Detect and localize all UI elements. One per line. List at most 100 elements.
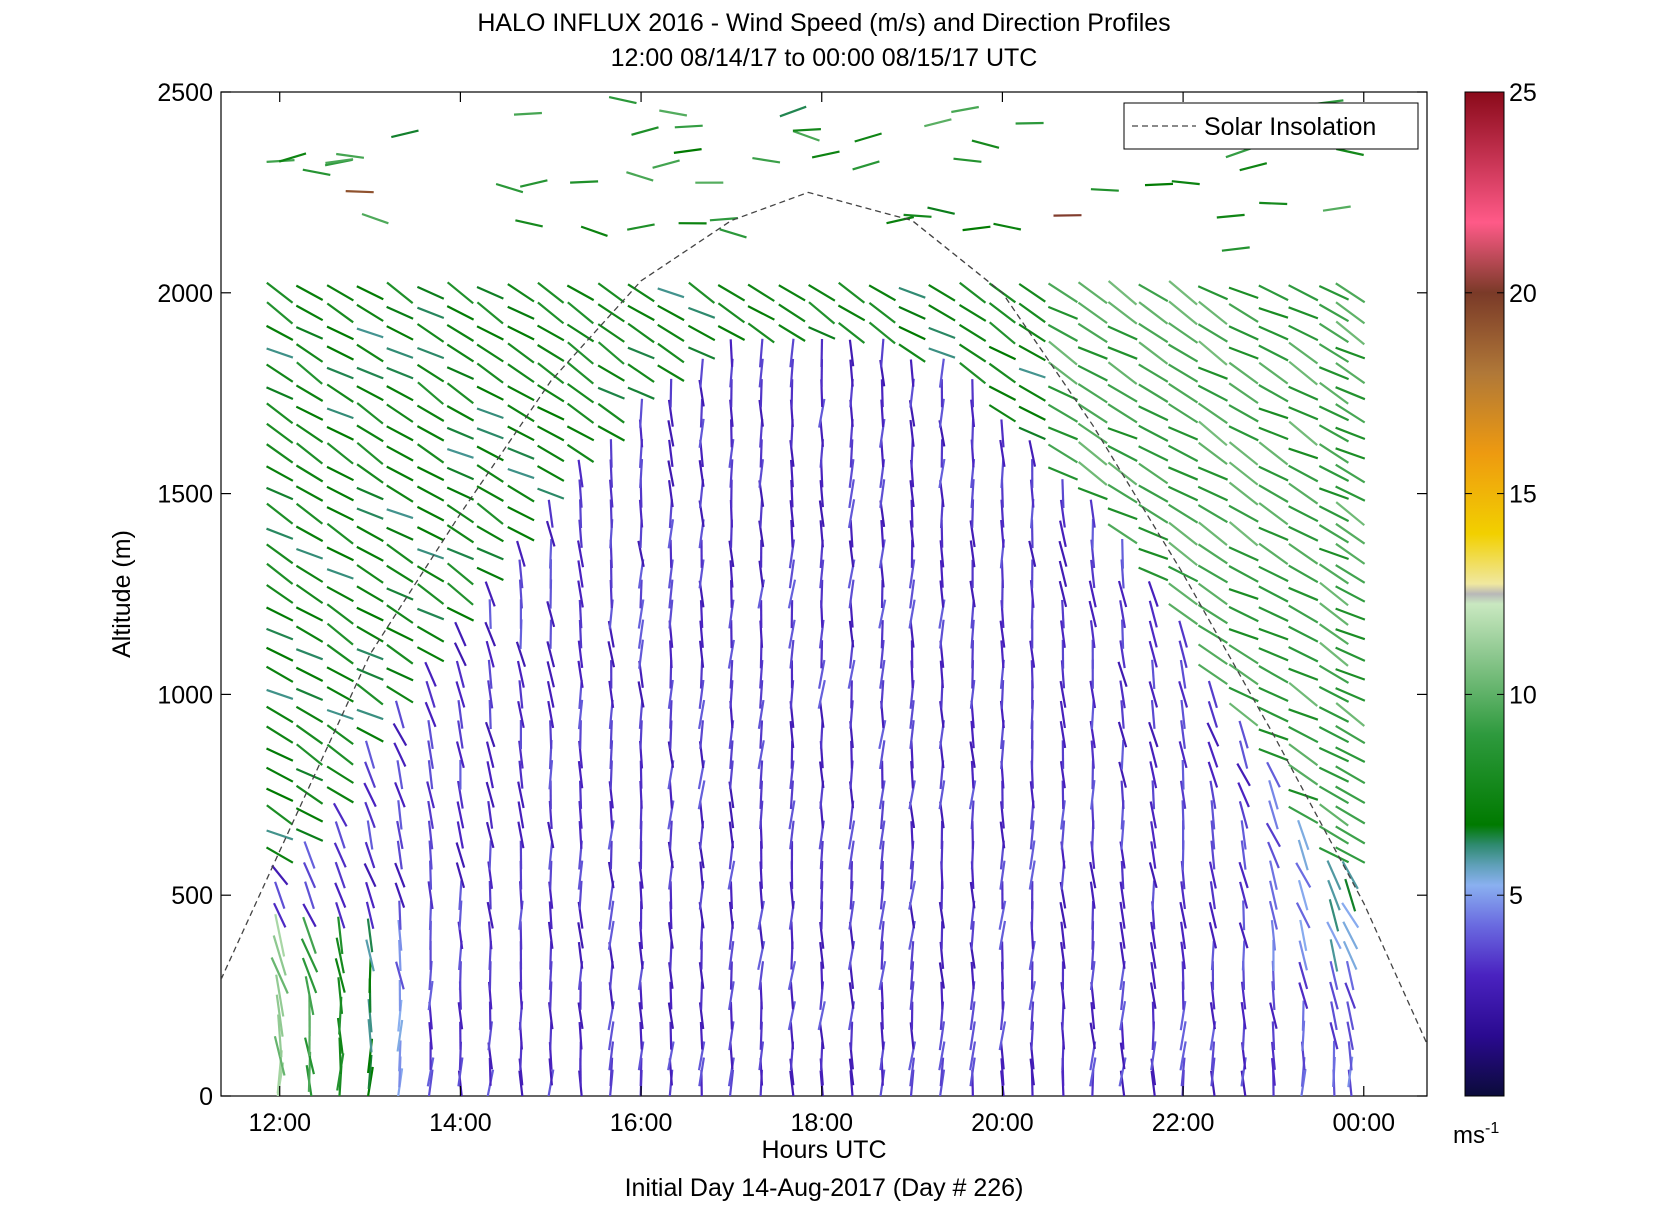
- wind-vector: [1058, 540, 1068, 567]
- wind-vector: [487, 680, 494, 709]
- wind-vector: [1258, 526, 1289, 542]
- wind-vector: [537, 281, 565, 304]
- wind-vector: [1047, 282, 1078, 304]
- wind-vector: [1241, 940, 1246, 971]
- wind-vector: [1335, 564, 1366, 584]
- wind-vector: [669, 539, 673, 568]
- wind-vector: [728, 901, 734, 929]
- wind-vector: [295, 384, 324, 402]
- wind-vector: [416, 363, 445, 383]
- wind-vector: [266, 627, 294, 641]
- wind-vector: [868, 321, 896, 345]
- wind-vector: [788, 619, 796, 649]
- wind-vector: [394, 862, 406, 888]
- wind-vector: [364, 801, 376, 829]
- wind-vector: [393, 742, 407, 767]
- wind-vector: [969, 881, 976, 909]
- wind-vector: [537, 487, 565, 500]
- solar-insolation-curve: [221, 191, 1427, 1045]
- wind-vector: [729, 560, 734, 588]
- wind-vector: [1318, 746, 1350, 763]
- wind-vector: [1319, 803, 1349, 827]
- wind-vector: [345, 190, 374, 194]
- wind-vector: [1000, 1042, 1005, 1070]
- wind-vector: [1228, 481, 1259, 506]
- wind-vector: [458, 900, 463, 930]
- wind-vector: [787, 960, 797, 991]
- wind-vector: [1138, 405, 1169, 422]
- wind-vector: [1120, 860, 1125, 890]
- wind-vector: [759, 760, 764, 789]
- wind-vector: [1107, 361, 1138, 385]
- wind-vector: [667, 1002, 674, 1029]
- wind-vector: [547, 700, 555, 729]
- wind-vector: [337, 977, 344, 1015]
- wind-vector: [657, 304, 685, 322]
- wind-vector: [1346, 1001, 1355, 1031]
- wind-vector: [898, 286, 926, 299]
- wind-vector: [367, 1054, 373, 1089]
- wind-vector: [1061, 599, 1065, 629]
- wind-vector: [699, 720, 704, 749]
- wind-vector: [476, 285, 504, 300]
- wind-vector: [507, 342, 535, 364]
- wind-vector: [518, 740, 524, 769]
- wind-vector: [578, 821, 583, 849]
- wind-vector: [969, 1021, 976, 1051]
- wind-vector: [868, 284, 897, 302]
- wind-vector: [1335, 687, 1366, 702]
- wind-vector: [1107, 280, 1138, 306]
- wind-vector: [1107, 427, 1138, 440]
- wind-vector: [1318, 623, 1349, 646]
- wind-vector: [266, 486, 294, 501]
- wind-vector: [1018, 367, 1046, 379]
- wind-vector: [747, 283, 775, 302]
- wind-vector: [1138, 301, 1169, 325]
- wind-vector: [485, 821, 495, 849]
- wind-vector: [880, 520, 885, 548]
- wind-vector: [476, 502, 504, 525]
- wind-vector: [729, 1001, 733, 1030]
- wind-vector: [880, 620, 884, 649]
- wind-vector: [386, 484, 414, 503]
- wind-vector: [667, 679, 674, 709]
- wind-vector: [326, 546, 354, 562]
- wind-vector: [1151, 1001, 1155, 1030]
- wind-vector: [274, 881, 286, 909]
- wind-vector: [1030, 1021, 1035, 1050]
- wind-vector: [295, 606, 324, 622]
- wind-vector: [1119, 1042, 1126, 1070]
- wind-vector: [386, 643, 414, 665]
- wind-vector: [517, 781, 525, 809]
- wind-vector: [446, 562, 474, 586]
- wind-vector: [1077, 281, 1108, 305]
- wind-vector: [1335, 320, 1365, 346]
- wind-vector: [1259, 201, 1288, 206]
- y-tick-label: 1500: [157, 481, 213, 509]
- wind-vector: [970, 399, 976, 428]
- wind-vector: [819, 559, 825, 589]
- wind-vector: [275, 994, 284, 1037]
- wind-vector: [1151, 659, 1156, 689]
- wind-vector: [637, 540, 645, 568]
- wind-vector: [597, 386, 625, 400]
- wind-vector: [1318, 322, 1349, 344]
- wind-vector: [1258, 686, 1289, 703]
- wind-vector: [759, 338, 764, 368]
- wind-vector: [1258, 606, 1289, 622]
- wind-vector: [1210, 1057, 1216, 1087]
- wind-vector: [849, 439, 854, 468]
- wind-vector: [819, 941, 825, 969]
- wind-vector: [1318, 424, 1350, 443]
- wind-vector: [639, 1057, 643, 1087]
- colorbar-tick-label: 25: [1509, 79, 1537, 107]
- wind-vector: [335, 937, 345, 974]
- wind-vector: [398, 900, 402, 930]
- wind-vector: [1058, 560, 1068, 588]
- wind-vector: [1209, 780, 1217, 809]
- wind-vector: [295, 784, 324, 805]
- wind-vector: [627, 322, 655, 344]
- wind-vector: [476, 385, 504, 401]
- wind-vector: [788, 800, 796, 830]
- wind-vector: [848, 840, 855, 870]
